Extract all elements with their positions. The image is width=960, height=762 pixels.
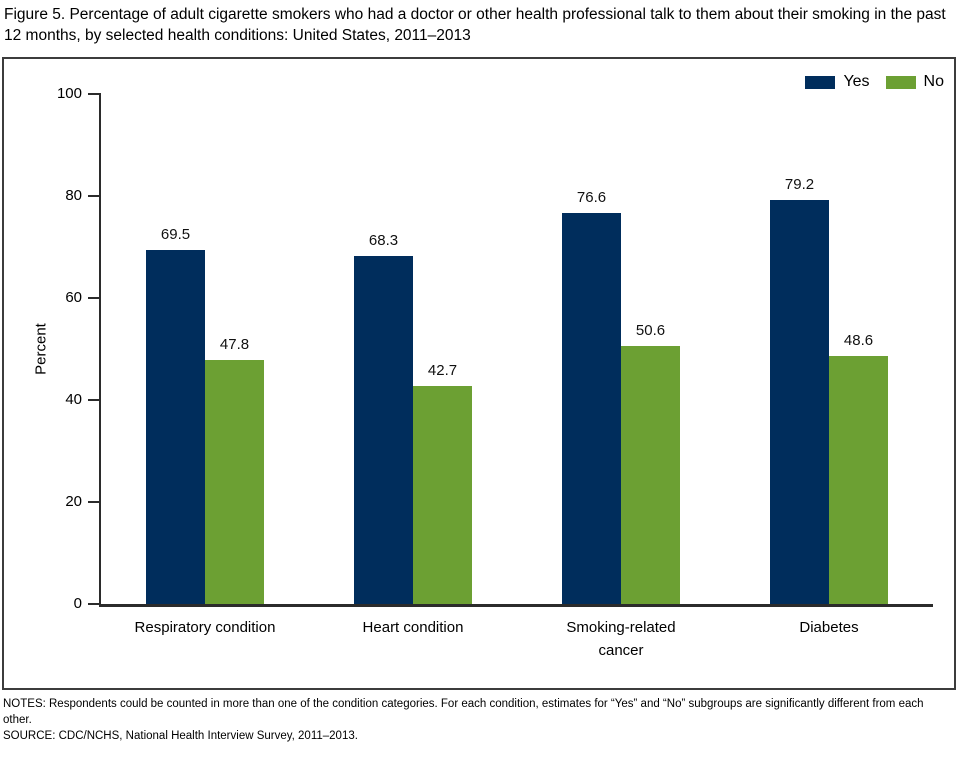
- legend-swatch-no: [885, 75, 916, 89]
- legend-swatch-yes: [805, 75, 836, 89]
- bar-value-label: 76.6: [576, 189, 607, 207]
- category-label: Diabetes: [725, 617, 933, 640]
- legend-label-yes: Yes: [843, 73, 870, 90]
- bar-no-4: 48.6: [829, 332, 888, 604]
- bar-value-label: 42.7: [427, 362, 458, 380]
- chart-frame: Yes No Percent 69.5 47.8 Respiratory condi…: [2, 57, 956, 690]
- bar-value-label: 68.3: [368, 231, 399, 249]
- bar-group-3: 76.6 50.6 Smoking-related cancer: [517, 94, 725, 659]
- y-tick-label: 0: [73, 595, 82, 612]
- y-tick-mark: [88, 195, 101, 197]
- y-axis-label: Percent: [32, 323, 50, 375]
- y-tick-label: 40: [65, 391, 82, 408]
- legend-item-yes: Yes: [805, 73, 870, 91]
- figure-title: Figure 5. Percentage of adult cigarette …: [4, 6, 946, 44]
- bar-yes-1: 69.5: [146, 226, 205, 604]
- source-text: SOURCE: CDC/NCHS, National Health Interv…: [3, 730, 358, 743]
- bar-value-label: 50.6: [635, 321, 666, 339]
- bar-yes-2: 68.3: [354, 232, 413, 604]
- bar-value-label: 69.5: [160, 225, 191, 243]
- bar-value-label: 48.6: [843, 332, 874, 350]
- category-label-text: Heart condition: [362, 619, 464, 636]
- y-tick-label: 60: [65, 289, 82, 306]
- y-tick-mark: [88, 501, 101, 503]
- footnotes: NOTES: Respondents could be counted in m…: [3, 697, 955, 745]
- bar-value-label: 47.8: [219, 336, 250, 354]
- bar-no-1: 47.8: [205, 336, 264, 604]
- category-label: Respiratory condition: [101, 617, 309, 640]
- notes-text: NOTES: Respondents could be counted in m…: [3, 698, 924, 726]
- bar-groups: 69.5 47.8 Respiratory condition 68.3 42.7 Hea…: [101, 94, 933, 659]
- category-label: Heart condition: [309, 617, 517, 640]
- legend: Yes No: [805, 73, 944, 91]
- plot-area: Percent 69.5 47.8 Respiratory condition 68.…: [33, 86, 933, 659]
- y-tick-label: 20: [65, 493, 82, 510]
- bar-value-label: 79.2: [784, 176, 815, 194]
- legend-item-no: No: [885, 73, 944, 91]
- y-tick-mark: [88, 399, 101, 401]
- y-tick-label: 100: [56, 85, 82, 102]
- category-label-text: Smoking-related cancer: [566, 619, 676, 659]
- category-label-text: Respiratory condition: [134, 619, 276, 636]
- y-tick-mark: [88, 297, 101, 299]
- legend-label-no: No: [923, 73, 944, 90]
- bar-group-4: 79.2 48.6 Diabetes: [725, 94, 933, 636]
- bar-no-3: 50.6: [621, 322, 680, 604]
- bar-yes-4: 79.2: [770, 176, 829, 604]
- bar-no-2: 42.7: [413, 362, 472, 604]
- category-label-text: Diabetes: [799, 619, 859, 636]
- bar-group-1: 69.5 47.8 Respiratory condition: [101, 94, 309, 636]
- y-tick-mark: [88, 603, 101, 605]
- y-tick-label: 80: [65, 187, 82, 204]
- bar-group-2: 68.3 42.7 Heart condition: [309, 94, 517, 636]
- y-tick-mark: [88, 93, 101, 95]
- category-label: Smoking-related cancer: [517, 617, 725, 662]
- bar-yes-3: 76.6: [562, 189, 621, 604]
